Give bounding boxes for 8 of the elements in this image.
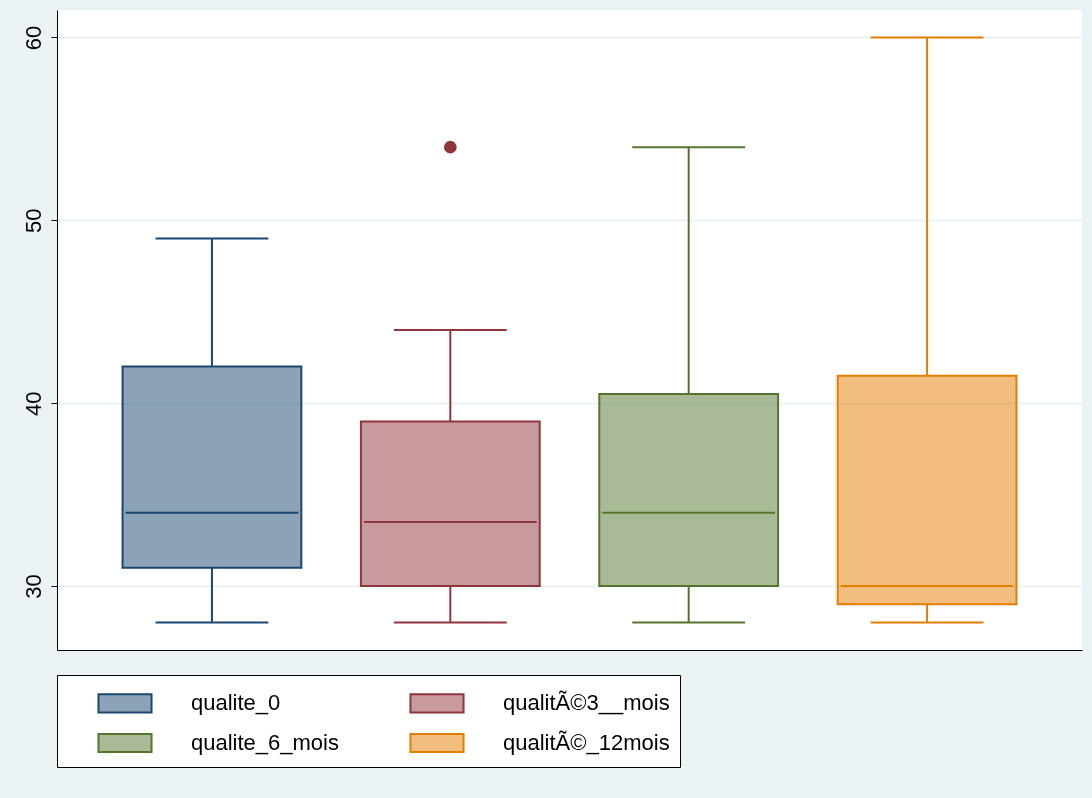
y-tick-label: 60 (20, 25, 46, 51)
y-tick-label: 40 (20, 391, 46, 416)
y-tick-label: 50 (20, 208, 46, 234)
legend-label: qualitÃ©_12mois (503, 730, 670, 755)
legend-label: qualitÃ©3__mois (503, 690, 670, 716)
legend-label: qualite_6_mois (191, 730, 339, 755)
y-tick-label: 30 (20, 574, 46, 599)
legend-label: qualite_0 (191, 690, 281, 716)
